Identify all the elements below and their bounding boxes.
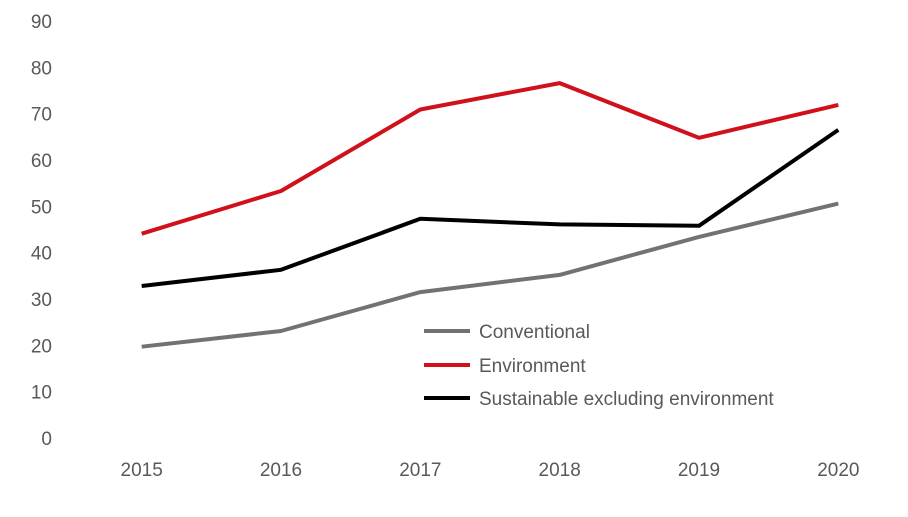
y-tick-label: 50 xyxy=(31,197,52,218)
x-tick-label: 2015 xyxy=(121,460,163,481)
legend-label: Conventional xyxy=(479,322,590,343)
y-tick-label: 20 xyxy=(31,336,52,357)
y-tick-label: 90 xyxy=(31,12,52,33)
legend: Conventional Environment Sustainable exclu… xyxy=(424,322,774,410)
y-tick-label: 40 xyxy=(31,244,52,265)
y-tick-label: 0 xyxy=(41,429,52,450)
series-lines xyxy=(142,83,839,347)
x-tick-label: 2016 xyxy=(260,460,302,481)
x-tick-label: 2019 xyxy=(678,460,720,481)
y-tick-label: 10 xyxy=(31,383,52,404)
x-tick-label: 2020 xyxy=(817,460,859,481)
series-line-sustainable-excluding-environment xyxy=(142,130,839,286)
y-tick-label: 80 xyxy=(31,58,52,79)
x-tick-label: 2018 xyxy=(539,460,581,481)
series-line-environment xyxy=(142,83,839,234)
y-tick-label: 70 xyxy=(31,105,52,126)
y-tick-label: 60 xyxy=(31,151,52,172)
x-tick-label: 2017 xyxy=(399,460,441,481)
x-axis-ticks: 2015 2016 2017 2018 2019 2020 xyxy=(121,460,860,481)
y-tick-label: 30 xyxy=(31,290,52,311)
legend-label: Sustainable excluding environment xyxy=(479,389,774,410)
legend-label: Environment xyxy=(479,356,586,377)
y-axis-ticks: 0 10 20 30 40 50 60 70 80 90 xyxy=(31,12,52,450)
